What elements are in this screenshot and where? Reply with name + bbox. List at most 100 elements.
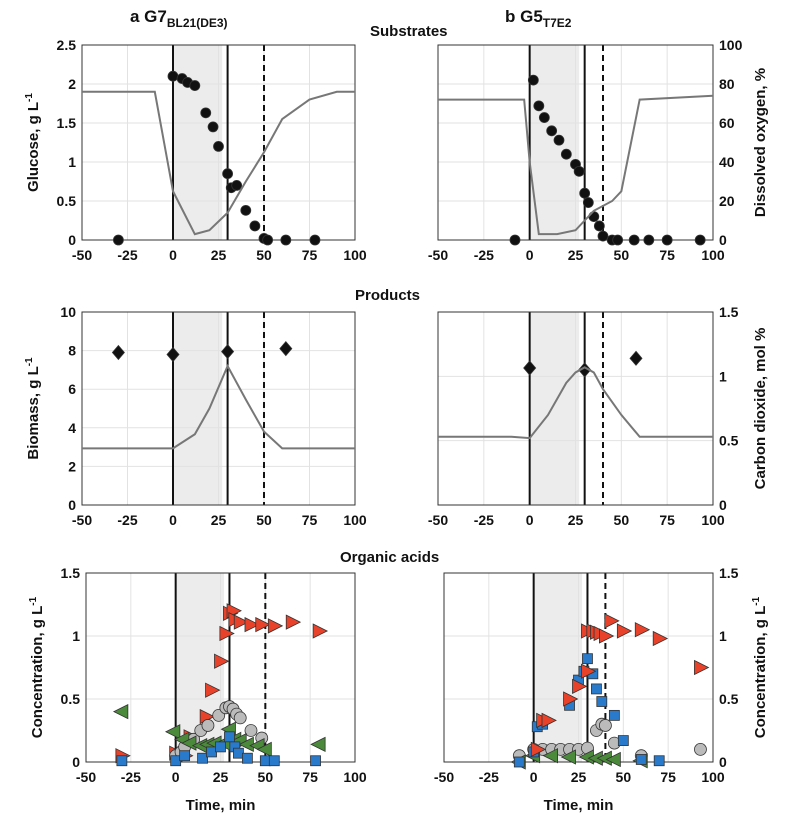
data-point-blue xyxy=(224,731,235,743)
y2-tick-label: 0.5 xyxy=(719,691,739,707)
x-tick-label: 0 xyxy=(169,512,177,528)
data-point-green xyxy=(310,736,326,753)
y-tick-label: 1.5 xyxy=(61,565,81,581)
data-point-red xyxy=(267,618,284,634)
plot-border xyxy=(85,572,356,763)
data-point-glucose xyxy=(579,187,591,199)
data-point-blue xyxy=(116,755,128,767)
y-tick-label: 0 xyxy=(68,497,76,513)
x-tick-label: -50 xyxy=(428,512,448,528)
x-tick-label: 75 xyxy=(659,512,675,528)
data-point-blue xyxy=(582,653,593,665)
y2-label-text: Carbon dioxide, mol % xyxy=(752,328,769,490)
heading-a-subscript: BL21(DE3) xyxy=(167,16,228,30)
data-point-red xyxy=(530,741,547,758)
y2-tick-label: 0 xyxy=(719,232,727,248)
y2-tick-label: 0 xyxy=(719,497,727,513)
series-line-dissolved-oxygen xyxy=(82,90,355,236)
x-tick-label: 75 xyxy=(302,247,318,263)
plot-border xyxy=(437,311,714,506)
data-point-glucose xyxy=(533,100,545,112)
data-point-glucose xyxy=(262,234,274,246)
data-point-red xyxy=(604,613,620,629)
x-tick-label: 75 xyxy=(302,512,318,528)
data-point-glucose xyxy=(222,168,234,180)
heading-organic-acids: Organic acids xyxy=(340,549,439,566)
x-tick-label: 0 xyxy=(526,512,534,528)
data-point-glucose xyxy=(628,234,640,246)
data-point-biomass xyxy=(523,360,537,376)
x-tick-label: -25 xyxy=(117,247,137,263)
x-tick-label: 100 xyxy=(701,247,725,263)
data-point-red xyxy=(214,653,230,669)
data-point-blue xyxy=(635,754,647,765)
x-tick-label: 50 xyxy=(258,769,274,785)
y-tick-label: 1 xyxy=(68,154,76,170)
data-point-green xyxy=(181,735,197,751)
data-point-glucose xyxy=(113,234,124,246)
data-point-grey xyxy=(244,724,258,737)
y2-tick-label: 40 xyxy=(719,154,735,170)
data-point-blue xyxy=(653,755,665,767)
data-point-green xyxy=(256,741,272,758)
y-label-text: Glucose, g L xyxy=(25,102,42,192)
plot-border xyxy=(81,44,356,241)
data-point-glucose xyxy=(167,70,179,82)
data-point-red xyxy=(652,630,669,647)
data-point-glucose xyxy=(213,140,224,152)
y-tick-label: 10 xyxy=(60,304,76,320)
y2-axis-label: Dissolved oxygen, % xyxy=(752,68,769,217)
x-tick-label: 75 xyxy=(659,247,675,263)
x-tick-label: 25 xyxy=(571,769,587,785)
data-point-blue xyxy=(206,746,217,758)
y-axis-label: Glucose, g L-1 xyxy=(24,93,42,192)
data-point-red xyxy=(312,623,329,639)
shaded-region xyxy=(173,312,223,505)
heading-a: a G7BL21(DE3) xyxy=(130,7,228,30)
data-point-blue xyxy=(215,741,226,753)
data-point-glucose xyxy=(280,234,292,246)
data-point-blue xyxy=(591,683,602,695)
data-point-red xyxy=(541,712,557,729)
x-tick-label: -25 xyxy=(474,247,494,263)
y-tick-label: 0.5 xyxy=(57,193,77,209)
data-point-glucose xyxy=(643,234,655,246)
heading-products: Products xyxy=(355,287,420,304)
data-point-glucose xyxy=(527,74,539,86)
x-tick-label: -50 xyxy=(72,247,92,263)
data-point-glucose xyxy=(207,121,219,133)
panel-a_sub: -50 -25 0 25 50 75 100 0 0.5 1 1.5 2 2.5 Glucose, g L… xyxy=(24,37,367,263)
data-point-blue xyxy=(179,750,191,762)
x-tick-label: 0 xyxy=(526,247,534,263)
data-point-glucose xyxy=(240,204,252,216)
data-point-green xyxy=(605,751,621,768)
data-point-glucose xyxy=(593,220,605,232)
x-tick-label: -50 xyxy=(434,769,454,785)
y-label-text: Concentration, g L xyxy=(29,606,46,739)
y-tick-label: 6 xyxy=(68,381,76,397)
x-tick-label: 25 xyxy=(213,769,229,785)
y-label-text: Biomass, g L xyxy=(25,366,42,459)
data-point-biomass xyxy=(221,343,235,360)
data-point-red xyxy=(634,622,651,638)
x-tick-label: 50 xyxy=(614,247,630,263)
data-point-green xyxy=(164,724,181,740)
x-tick-label: 25 xyxy=(211,247,227,263)
y2-label-text: Dissolved oxygen, % xyxy=(752,68,769,217)
data-point-biomass xyxy=(166,346,180,363)
x-tick-label: 50 xyxy=(614,512,630,528)
x-tick-label: 50 xyxy=(256,512,272,528)
data-point-red xyxy=(572,678,588,695)
x-tick-label: -25 xyxy=(121,769,141,785)
x-tick-label: 100 xyxy=(343,769,367,785)
x-tick-label: 50 xyxy=(616,769,632,785)
y2-tick-label: 0.5 xyxy=(719,433,739,449)
x-tick-label: 0 xyxy=(169,247,177,263)
plot-border xyxy=(437,44,714,241)
y-label-sup: -1 xyxy=(24,357,35,366)
data-point-blue xyxy=(170,755,182,767)
data-point-glucose xyxy=(189,80,201,91)
y2-tick-label: 1 xyxy=(719,368,727,384)
shaded-region xyxy=(529,312,580,505)
